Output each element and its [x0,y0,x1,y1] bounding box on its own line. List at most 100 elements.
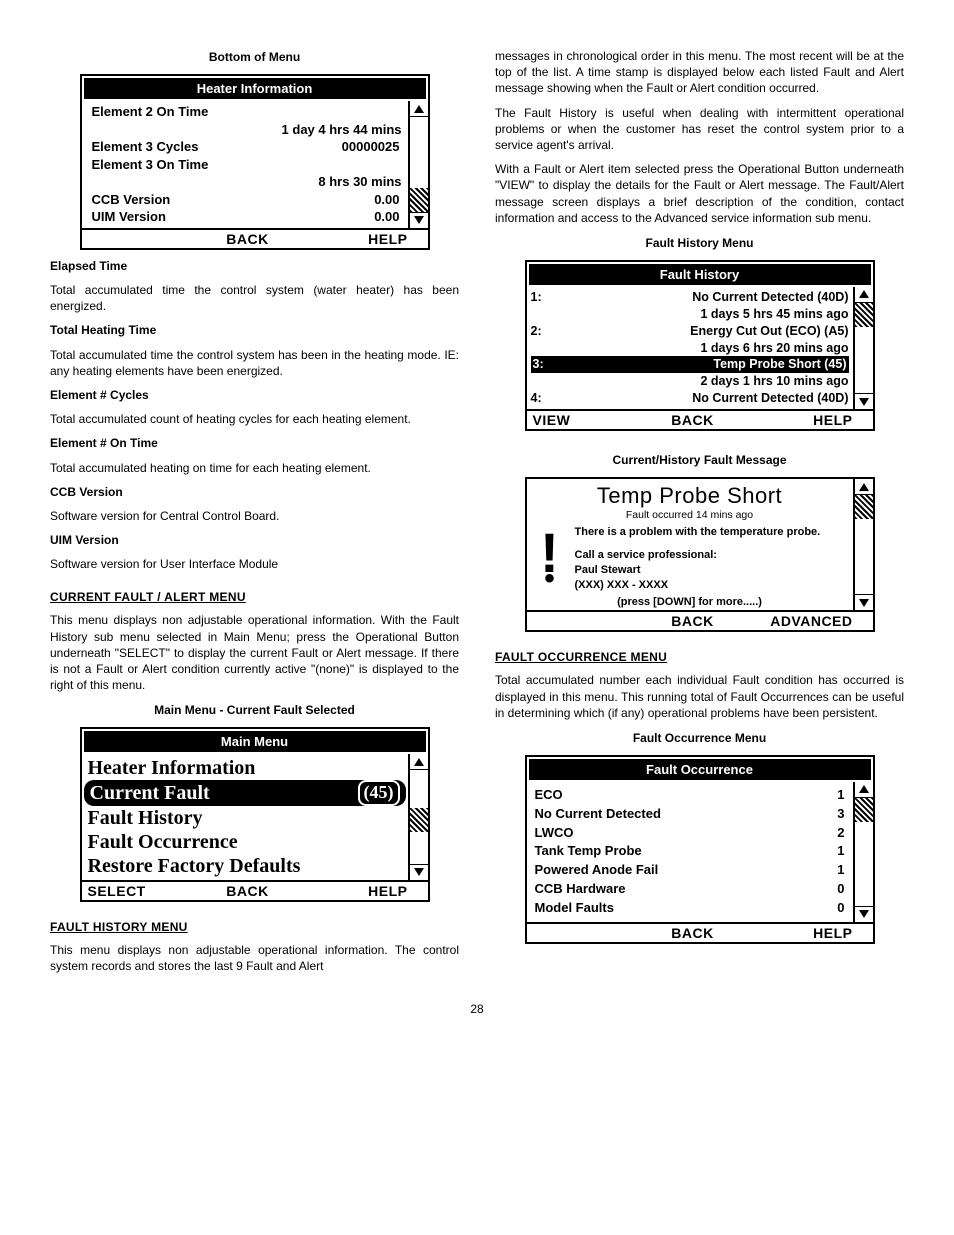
fault-history-timestamp: 2 days 1 hrs 10 mins ago [531,373,849,390]
scrollbar[interactable] [853,479,873,610]
definition-term: Element # On Time [50,435,459,451]
menu-item[interactable]: Restore Factory Defaults [84,854,406,878]
fault-occurrence-heading: FAULT OCCURRENCE MENU [495,650,904,664]
menu-item-label: Current Fault [90,781,210,805]
contact-name: Paul Stewart [575,563,847,578]
fault-occurrence-row: ECO1 [535,786,845,805]
main-menu-caption: Main Menu - Current Fault Selected [50,703,459,717]
menu-item[interactable]: Heater Information [84,756,406,780]
definition-text: Total accumulated time the control syste… [50,347,459,379]
scroll-down-icon[interactable] [410,864,428,880]
menu-item-selected[interactable]: Current Fault (45) [84,780,406,806]
fault-occurrence-row: Tank Temp Probe1 [535,842,845,861]
fault-detail-screen: Temp Probe Short Fault occurred 14 mins … [525,477,875,632]
row-label: Element 2 On Time [92,103,209,121]
scroll-up-icon[interactable] [410,101,428,117]
definition-text: Software version for Central Control Boa… [50,508,459,524]
fault-occurrence-row: No Current Detected3 [535,805,845,824]
fault-history-screen: Fault History 1:No Current Detected (40D… [525,260,875,431]
definition-term: Element # Cycles [50,387,459,403]
fault-history-row[interactable]: 3:Temp Probe Short (45) [531,356,849,373]
fault-history-para: This menu displays non adjustable operat… [50,942,459,974]
scrollbar[interactable] [853,782,873,922]
definition-term: Total Heating Time [50,322,459,338]
fault-occurrence-para: Total accumulated number each individual… [495,672,904,721]
back-button[interactable]: BACK [639,925,746,941]
contact-phone: (XXX) XXX - XXXX [575,578,847,593]
row-label: CCB Version [92,191,171,209]
fault-subtitle: Fault occurred 14 mins ago [533,509,847,521]
row-value: 00000025 [342,138,400,156]
definition-text: Total accumulated heating on time for ea… [50,460,459,476]
scroll-down-icon[interactable] [410,212,428,228]
scroll-up-icon[interactable] [855,782,873,798]
fault-occurrence-row: CCB Hardware0 [535,880,845,899]
back-button[interactable]: BACK [639,613,746,629]
view-button[interactable]: VIEW [533,412,640,428]
menu-item[interactable]: Fault Occurrence [84,830,406,854]
back-button[interactable]: BACK [194,231,301,247]
fault-history-row[interactable]: 4:No Current Detected (40D) [531,390,849,407]
fault-code-badge: (45) [358,780,400,806]
row-label: UIM Version [92,208,166,226]
help-button[interactable]: HELP [746,925,867,941]
screen-title: Heater Information [84,78,426,99]
scroll-down-icon[interactable] [855,393,873,409]
scroll-down-icon[interactable] [855,906,873,922]
scrollbar[interactable] [408,754,428,880]
current-fault-heading: CURRENT FAULT / ALERT MENU [50,590,459,604]
scroll-down-icon[interactable] [855,594,873,610]
left-column: Bottom of Menu Heater Information Elemen… [50,40,459,982]
scroll-up-icon[interactable] [855,479,873,495]
fault-occurrence-row: Model Faults0 [535,899,845,918]
row-value: 8 hrs 30 mins [90,173,402,191]
footer-left[interactable] [88,231,195,247]
current-fault-para: This menu displays non adjustable operat… [50,612,459,693]
definition-term: CCB Version [50,484,459,500]
scroll-up-icon[interactable] [410,754,428,770]
fault-message: There is a problem with the temperature … [575,525,847,540]
screen-title: Fault History [529,264,871,285]
fault-occurrence-screen: Fault Occurrence ECO1No Current Detected… [525,755,875,944]
scrollbar[interactable] [853,287,873,409]
fault-title: Temp Probe Short [533,483,847,509]
page-number: 28 [50,1002,904,1016]
fault-history-timestamp: 1 days 5 hrs 45 mins ago [531,306,849,323]
fault-occurrence-row: LWCO2 [535,824,845,843]
alert-icon: !• [533,525,567,592]
row-value: 0.00 [374,208,399,226]
screen-title: Fault Occurrence [529,759,871,780]
scrollbar[interactable] [408,101,428,228]
screen-content: Element 2 On Time 1 day 4 hrs 44 mins El… [82,101,408,228]
fault-history-heading: FAULT HISTORY MENU [50,920,459,934]
scroll-up-icon[interactable] [855,287,873,303]
definition-text: Software version for User Interface Modu… [50,556,459,572]
body-para: The Fault History is useful when dealing… [495,105,904,154]
fault-history-row[interactable]: 2:Energy Cut Out (ECO) (A5) [531,323,849,340]
bottom-menu-caption: Bottom of Menu [50,50,459,64]
row-label: Element 3 Cycles [92,138,199,156]
fault-history-row[interactable]: 1:No Current Detected (40D) [531,289,849,306]
fault-occurrence-row: Powered Anode Fail1 [535,861,845,880]
footer-left[interactable] [533,925,640,941]
help-button[interactable]: HELP [301,231,422,247]
row-value: 1 day 4 hrs 44 mins [90,121,402,139]
back-button[interactable]: BACK [639,412,746,428]
screen-title: Main Menu [84,731,426,752]
back-button[interactable]: BACK [194,883,301,899]
advanced-button[interactable]: ADVANCED [746,613,867,629]
fault-history-timestamp: 1 days 6 hrs 20 mins ago [531,340,849,357]
definition-term: UIM Version [50,532,459,548]
menu-item[interactable]: Fault History [84,806,406,830]
definition-text: Total accumulated count of heating cycle… [50,411,459,427]
press-down-hint: (press [DOWN] for more.....) [533,596,847,608]
help-button[interactable]: HELP [301,883,422,899]
footer-left[interactable] [533,613,640,629]
row-value: 0.00 [374,191,399,209]
fault-occurrence-caption: Fault Occurrence Menu [495,731,904,745]
main-menu-screen: Main Menu Heater Information Current Fau… [80,727,430,902]
help-button[interactable]: HELP [746,412,867,428]
select-button[interactable]: SELECT [88,883,195,899]
fault-instruction: Call a service professional: [575,548,847,563]
definition-text: Total accumulated time the control syste… [50,282,459,314]
